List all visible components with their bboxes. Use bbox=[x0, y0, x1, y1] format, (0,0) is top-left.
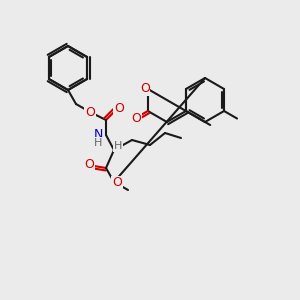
Text: O: O bbox=[84, 158, 94, 170]
Text: O: O bbox=[114, 101, 124, 115]
Text: N: N bbox=[93, 128, 103, 142]
Text: O: O bbox=[140, 82, 150, 95]
Text: O: O bbox=[112, 176, 122, 190]
Text: H: H bbox=[114, 141, 122, 151]
Text: O: O bbox=[85, 106, 95, 118]
Text: O: O bbox=[131, 112, 141, 125]
Text: H: H bbox=[94, 138, 102, 148]
Text: O: O bbox=[112, 176, 122, 190]
